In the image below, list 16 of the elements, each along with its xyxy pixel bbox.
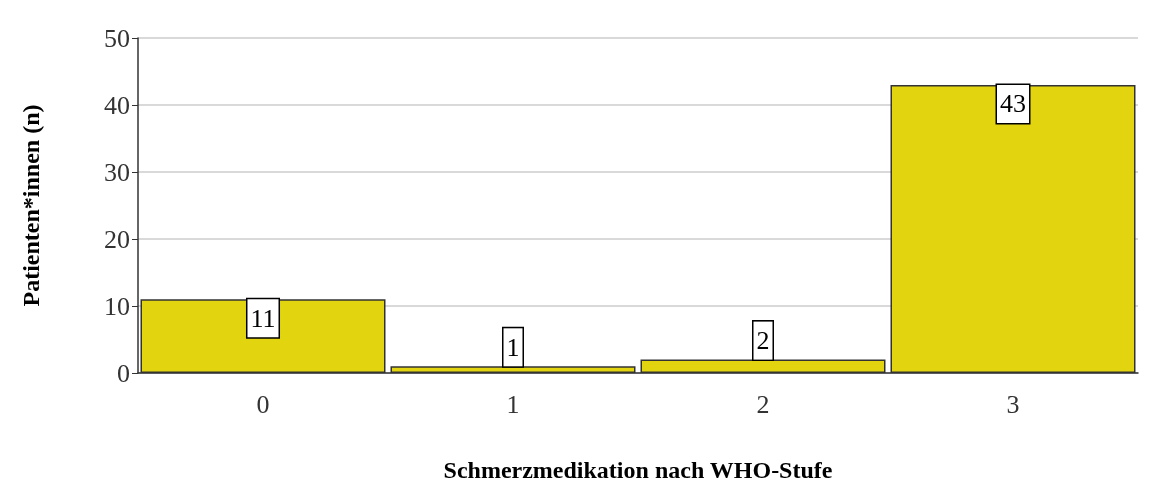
x-tick-label: 1	[506, 389, 520, 419]
y-tick-label: 10	[104, 291, 130, 321]
data-label: 2	[756, 326, 770, 356]
data-label: 1	[506, 332, 520, 362]
x-tick-label: 2	[756, 389, 770, 419]
x-axis-title: Schmerzmedikation nach WHO-Stufe	[443, 457, 833, 483]
y-tick-label: 40	[104, 90, 130, 120]
x-tick-label: 0	[256, 389, 270, 419]
data-label: 43	[1000, 89, 1026, 119]
data-label: 11	[250, 303, 276, 333]
x-tick-label: 3	[1006, 389, 1020, 419]
y-tick-label: 50	[104, 23, 130, 53]
y-axis-title: Patienten*innen (n)	[18, 104, 44, 307]
y-tick-label: 20	[104, 224, 130, 254]
y-tick-label: 30	[104, 157, 130, 187]
y-tick-label: 0	[117, 358, 130, 388]
